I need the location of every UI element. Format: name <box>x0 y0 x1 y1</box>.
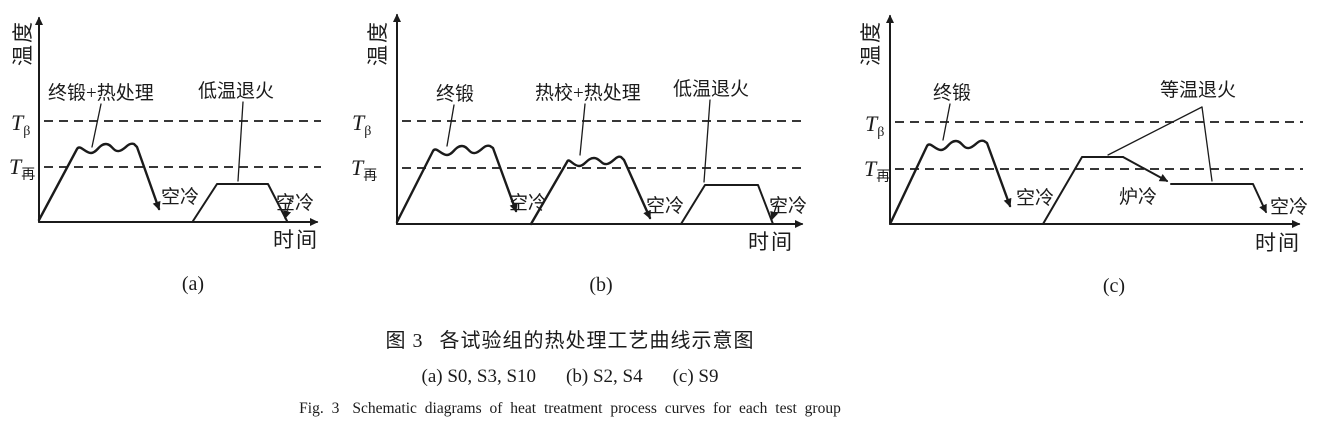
caption-subfigure-line: (a) S0, S3, S10 (b) S2, S4 (c) S9 <box>0 366 1140 388</box>
panel-c-anneal-label: 等温退火 <box>1160 79 1236 101</box>
panel-b-t-recryst-label: T再 <box>351 155 377 184</box>
panel-b-air-cool-arrow-3 <box>770 200 779 221</box>
panel-c-x-axis-label: 时间 <box>1255 231 1301 255</box>
panel-c-anneal-lower-hold <box>1170 183 1267 214</box>
panel-b-stage1-leader <box>446 104 455 147</box>
panel-c-furnace-cool-label: 炉冷 <box>1119 186 1157 208</box>
t-symbol: T <box>864 156 878 181</box>
subfig-a-groups: (a) S0, S3, S10 <box>421 366 537 387</box>
panel-a-forging-curve <box>37 142 161 222</box>
panel-a-t-recryst-label: T再 <box>9 154 35 183</box>
panel-a-stage2-leader <box>237 101 244 182</box>
t-symbol: T <box>11 110 25 135</box>
figure-caption: 图 3 各试验组的热处理工艺曲线示意图 (a) S0, S3, S10 (b) S2… <box>0 324 1140 418</box>
panel-c-t-beta-label: Tβ <box>865 111 884 140</box>
caption-figure-number-en: Fig. 3 <box>299 400 340 417</box>
panel-b-stage3-leader <box>703 99 711 183</box>
panel-c-anneal-leader-left <box>1107 106 1203 156</box>
panel-a: 温度 时间 Tβ T再 终锻+热处理 空冷 低温退火 空冷 (a) <box>9 16 321 295</box>
caption-title-cn: 各试验组的热处理工艺曲线示意图 <box>439 330 755 352</box>
t-symbol: T <box>865 111 879 136</box>
panel-b-air-cool-label-2: 空冷 <box>646 195 684 217</box>
panel-c-t-recryst-label: T再 <box>864 156 890 185</box>
panel-c: 温度 时间 Tβ T再 终锻 空冷 炉冷 空冷 等温退火 (c) <box>859 14 1308 297</box>
panel-b-annealing-curve <box>680 184 774 225</box>
t-symbol: T <box>352 110 366 135</box>
panel-a-air-cool-label-1: 空冷 <box>161 186 199 208</box>
panel-a-y-axis-label: 温度 <box>11 20 35 66</box>
panel-b-x-axis-label: 时间 <box>748 230 794 254</box>
panel-a-air-cool-label-2: 空冷 <box>276 192 314 214</box>
panel-b-t-beta-label: Tβ <box>352 110 371 139</box>
panel-b-stage1-label: 终锻 <box>436 83 474 105</box>
t-symbol: T <box>9 154 23 179</box>
panel-a-tag: (a) <box>182 273 204 295</box>
panel-c-anneal-upper-hold <box>1042 156 1124 225</box>
subfig-c-groups: (c) S9 <box>672 366 719 387</box>
panel-b-air-cool-label-3: 空冷 <box>769 195 807 217</box>
t-subscript: β <box>877 125 884 140</box>
panel-c-furnace-cool-arrow <box>1122 156 1169 182</box>
t-subscript: 再 <box>21 168 35 183</box>
panel-a-x-axis-label: 时间 <box>273 228 319 252</box>
caption-chinese: 图 3 各试验组的热处理工艺曲线示意图 <box>0 324 1140 353</box>
t-subscript: 再 <box>363 169 377 184</box>
panel-b-y-axis-label: 温度 <box>366 20 390 66</box>
panel-b-sizing-curve <box>529 155 652 226</box>
panel-a-t-beta-label: Tβ <box>11 110 30 139</box>
panel-c-anneal-leader-right <box>1201 106 1213 182</box>
panel-c-air-cool-label-1: 空冷 <box>1016 187 1054 209</box>
panel-b-stage2-label: 热校+热处理 <box>535 82 641 104</box>
panel-b: 温度 时间 Tβ T再 终锻 空冷 热校+热处理 空冷 低温退火 空冷 (b) <box>351 13 807 296</box>
t-subscript: β <box>364 124 371 139</box>
subfig-b-groups: (b) S2, S4 <box>566 366 643 387</box>
panel-c-forging-curve <box>889 139 1012 224</box>
panel-a-air-cool-arrow-2 <box>283 197 292 220</box>
panel-b-stage3-label: 低温退火 <box>673 78 749 100</box>
caption-english: Fig. 3 Schematic diagrams of heat treatme… <box>0 400 1140 418</box>
panel-b-forging-curve <box>395 144 518 224</box>
panel-b-tag: (b) <box>589 274 612 296</box>
panel-c-stage1-label: 终锻 <box>933 82 971 104</box>
panel-c-air-cool-label-2: 空冷 <box>1270 196 1308 218</box>
panel-b-stage2-leader <box>579 103 586 156</box>
panel-c-y-axis-label: 温度 <box>859 20 883 66</box>
t-subscript: β <box>23 124 30 139</box>
figure-canvas: 温度 时间 Tβ T再 终锻+热处理 空冷 低温退火 空冷 (a) 温度 时间 <box>9 13 1308 297</box>
panel-b-air-cool-label-1: 空冷 <box>509 192 547 214</box>
t-symbol: T <box>351 155 365 180</box>
panel-a-stage1-label: 终锻+热处理 <box>48 82 154 104</box>
panel-a-annealing-curve <box>192 183 288 222</box>
panel-a-stage1-leader <box>91 103 102 148</box>
panel-c-tag: (c) <box>1103 275 1125 297</box>
caption-figure-number-cn: 图 3 <box>385 330 424 352</box>
t-subscript: 再 <box>876 170 890 185</box>
caption-title-en: Schematic diagrams of heat treatment pro… <box>352 400 841 417</box>
panel-a-stage2-label: 低温退火 <box>198 80 274 102</box>
panel-c-stage1-leader <box>942 103 951 141</box>
